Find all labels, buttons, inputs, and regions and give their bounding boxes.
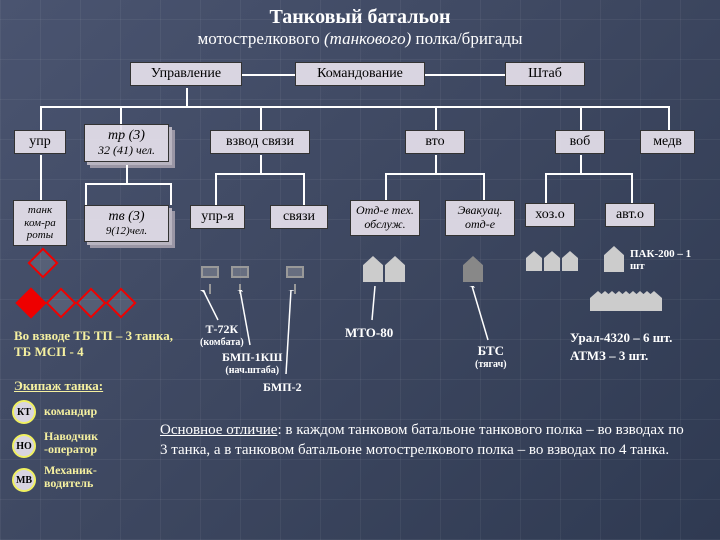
box-upr2: упр-я xyxy=(190,205,245,229)
circ-mv: МВ xyxy=(12,468,36,492)
box-tank-komr: танк ком-ра роты xyxy=(13,200,67,246)
lbl-mv: Механик-водитель xyxy=(44,464,134,490)
box-tv: тв (3)9(12)чел. xyxy=(84,205,169,242)
lbl-kt: командир xyxy=(44,404,97,419)
circ-kt: КТ xyxy=(12,400,36,424)
lbl-ekipazh: Экипаж танка: xyxy=(14,378,103,394)
lbl-vzvod-info: Во взводе ТБ ТП – 3 танка, ТБ МСП - 4 xyxy=(14,328,184,359)
pent-avt-stack xyxy=(600,290,663,312)
box-avt: авт.о xyxy=(605,203,655,227)
lbl-bts: БТС(тягач) xyxy=(475,343,507,370)
box-shtab: Штаб xyxy=(505,62,585,86)
pent-mto xyxy=(362,255,406,288)
lbl-atmz: АТМЗ – 3 шт. xyxy=(570,348,648,364)
box-hoz: хоз.о xyxy=(525,203,575,227)
title: Танковый батальон xyxy=(0,0,720,29)
pent-bts xyxy=(462,255,484,288)
lbl-pak: ПАК-200 – 1 шт xyxy=(630,248,700,272)
footer: Основное отличие: в каждом танковом бата… xyxy=(160,420,690,461)
pent-pak xyxy=(603,245,625,278)
box-tr: тр (3)32 (41) чел. xyxy=(84,124,169,162)
box-komandovanie: Командование xyxy=(295,62,425,86)
box-upravlenie: Управление xyxy=(130,62,242,86)
subtitle: мотострелкового (танкового) полка/бригад… xyxy=(0,29,720,55)
lbl-ho: Наводчик -оператор xyxy=(44,430,134,456)
box-otd-tech: Отд-е тех. обслуж. xyxy=(350,200,420,236)
box-upr: упр xyxy=(14,130,66,154)
box-vob: воб xyxy=(555,130,605,154)
lbl-bmp1: БМП-1КШ(нач.штаба) xyxy=(222,350,282,376)
box-otd-evak: Эвакуац. отд-е xyxy=(445,200,515,236)
box-svyazi: связи xyxy=(270,205,328,229)
lbl-ural: Урал-4320 – 6 шт. xyxy=(570,330,672,346)
diamond-single xyxy=(30,250,56,281)
lbl-mto: МТО-80 xyxy=(345,325,393,341)
circ-ho: НО xyxy=(12,434,36,458)
lbl-bmp2: БМП-2 xyxy=(263,380,302,395)
box-vzvod-svyazi: взвод связи xyxy=(210,130,310,154)
box-medv: медв xyxy=(640,130,695,154)
box-vto: вто xyxy=(405,130,465,154)
diamond-row xyxy=(18,290,134,321)
pent-hoz xyxy=(525,250,579,277)
